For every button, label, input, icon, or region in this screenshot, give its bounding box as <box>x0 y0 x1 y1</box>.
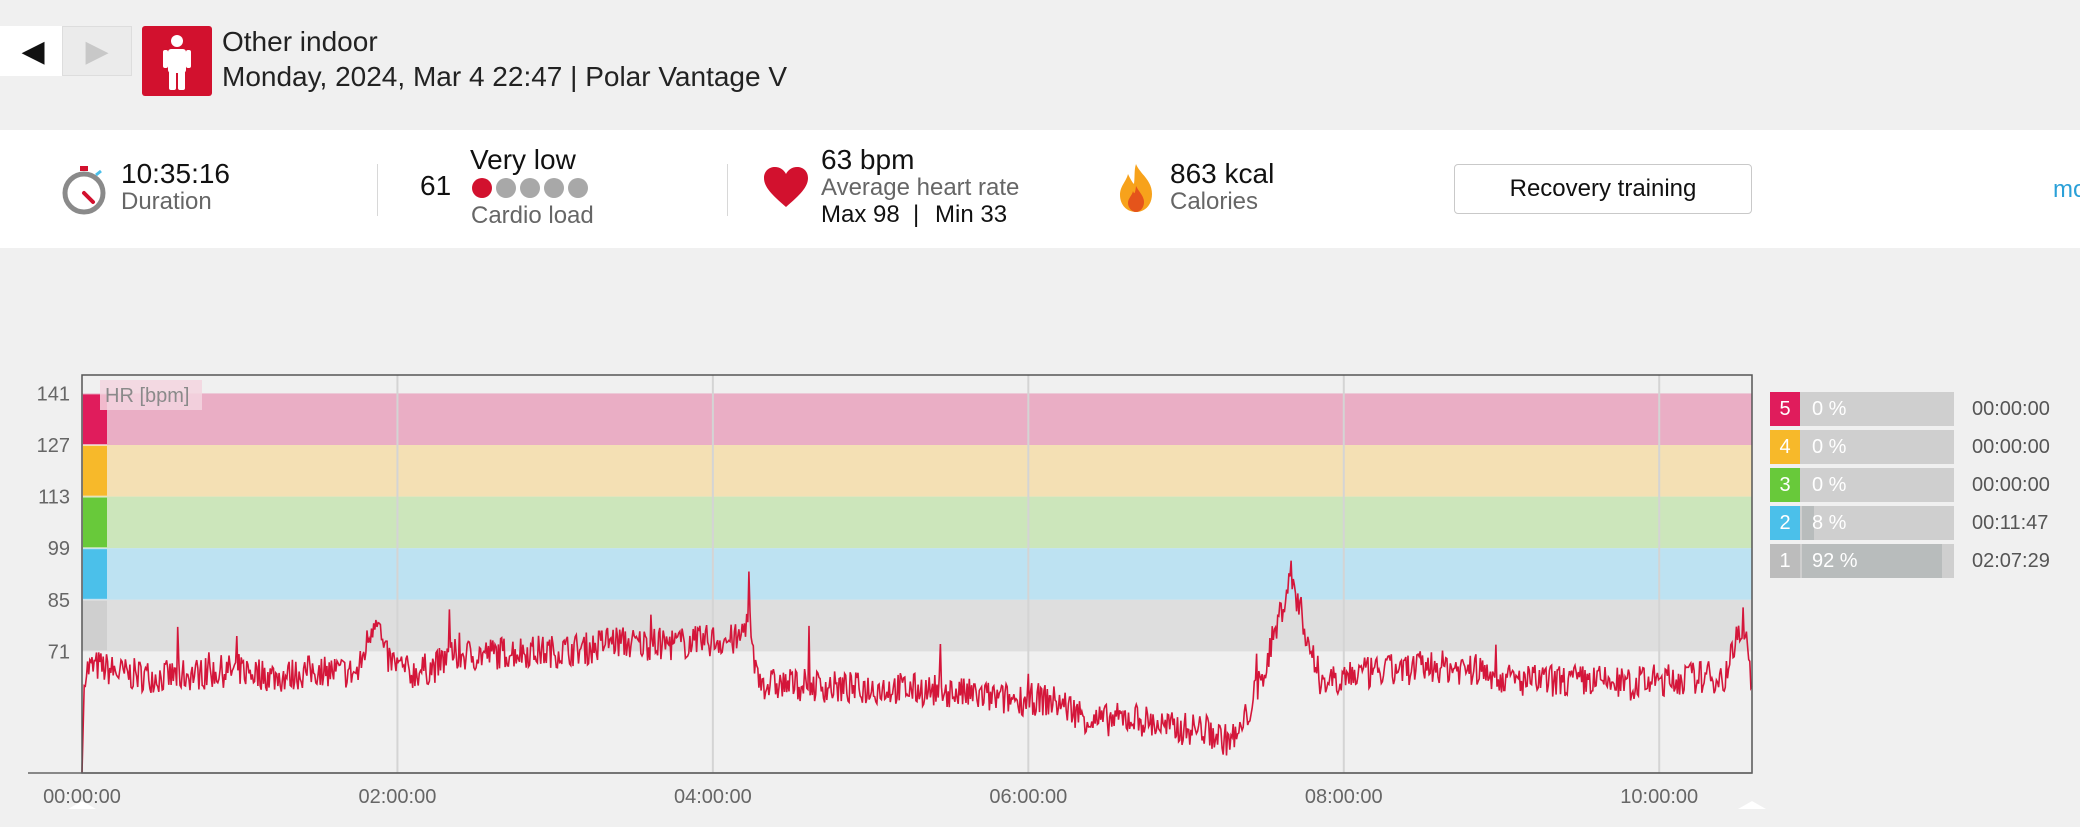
divider <box>377 164 378 216</box>
avg-heart-rate-label: Average heart rate <box>821 174 1020 201</box>
duration-label: Duration <box>121 188 212 215</box>
flame-icon <box>1120 164 1152 212</box>
calories-value: 863 kcal <box>1170 158 1275 189</box>
calories-label: Calories <box>1170 188 1259 215</box>
zone-number: 4 <box>1770 430 1800 464</box>
cardio-load-dot <box>568 178 588 198</box>
zone-percent: 92 % <box>1812 550 1858 572</box>
zone-number: 5 <box>1770 392 1800 426</box>
training-benefit-button[interactable]: Recovery training <box>1454 164 1752 214</box>
more-link[interactable]: mo <box>2053 176 2080 203</box>
x-tick-label: 04:00:00 <box>674 786 752 808</box>
range-handle-left <box>68 801 96 809</box>
sport-title: Other indoor <box>222 26 378 57</box>
x-tick-label: 06:00:00 <box>989 786 1067 808</box>
x-axis-ticks: 00:00:00 02:00:00 04:00:00 06:00:00 08:00:00… <box>43 786 1698 808</box>
zone-band-2 <box>82 548 1752 600</box>
zone-row-1[interactable]: 1 92 % <box>1770 544 1954 578</box>
zone-band-5 <box>82 393 1752 446</box>
zone-marker-4 <box>83 446 107 496</box>
zone-time: 00:11:47 <box>1972 512 2049 534</box>
heart-rate-chart[interactable]: 141 127 113 99 85 71 00:00:00 02:00:00 04:00:00… <box>0 355 2080 827</box>
avg-heart-rate-value: 63 bpm <box>821 144 915 175</box>
next-training-button[interactable]: ▶ <box>62 26 132 76</box>
divider <box>727 164 728 216</box>
zone-row-5[interactable]: 5 0 % <box>1770 392 1954 426</box>
x-tick-label: 02:00:00 <box>359 786 437 808</box>
person-standing-icon <box>142 26 212 96</box>
session-subtitle: Monday, 2024, Mar 4 22:47 | Polar Vantag… <box>222 61 788 92</box>
zone-time: 00:00:00 <box>1972 474 2050 496</box>
stopwatch-icon <box>62 166 106 215</box>
zone-percent: 0 % <box>1812 474 1847 496</box>
chart-title-background <box>100 380 202 410</box>
zone-number: 2 <box>1770 506 1800 540</box>
zone-band-3 <box>82 496 1752 549</box>
summary-strip: 10:35:16 Duration 61 Very low Cardio loa… <box>0 130 2080 248</box>
y-tick-label: 85 <box>48 590 70 612</box>
zone-row-3[interactable]: 3 0 % <box>1770 468 1954 502</box>
cardio-load-label: Cardio load <box>471 202 594 229</box>
chart-axes <box>28 374 1766 809</box>
hr-line <box>81 560 1753 774</box>
zone-band-1 <box>82 599 1752 652</box>
zone-percent: 8 % <box>1812 512 1847 534</box>
zone-percent-bar <box>1802 506 1815 540</box>
zone-marker-2 <box>83 549 107 599</box>
cardio-load-dot <box>520 178 540 198</box>
y-tick-label: 127 <box>37 435 70 457</box>
y-tick-label: 99 <box>48 538 70 560</box>
zone-marker-1 <box>83 600 107 651</box>
chart-title: HR [bpm] <box>105 385 189 407</box>
y-axis-ticks: 141 127 113 99 85 71 <box>37 383 70 663</box>
zone-row-4[interactable]: 4 0 % <box>1770 430 1954 464</box>
cardio-load-dot <box>544 178 564 198</box>
y-tick-label: 71 <box>48 641 70 663</box>
min-heart-rate: Min 33 <box>935 201 1008 228</box>
zone-band-4 <box>82 445 1752 497</box>
range-handle-right <box>1738 801 1766 809</box>
hr-series <box>81 560 1753 774</box>
cardio-load-dot <box>472 178 492 198</box>
chart-grid <box>396 375 1661 773</box>
heart-icon <box>764 167 808 207</box>
x-tick-label: 00:00:00 <box>43 786 121 808</box>
chart-title-box: HR [bpm] <box>100 380 202 410</box>
zone-row-2[interactable]: 2 8 % <box>1770 506 1954 540</box>
zone-bands <box>82 375 1752 773</box>
x-tick-label: 08:00:00 <box>1305 786 1383 808</box>
duration-value: 10:35:16 <box>121 158 230 189</box>
zone-marker-3 <box>83 497 107 548</box>
triangle-right-icon: ▶ <box>85 34 109 68</box>
zone-time: 02:07:29 <box>1972 550 2050 572</box>
zone-percent: 0 % <box>1812 398 1847 420</box>
previous-training-button[interactable]: ◀ <box>0 26 66 76</box>
zone-time: 00:00:00 <box>1972 398 2050 420</box>
hr-separator: | <box>913 201 920 228</box>
zone-percent-bar <box>1802 544 1942 578</box>
triangle-left-icon: ◀ <box>21 34 45 68</box>
cardio-load-value: 61 <box>420 170 452 201</box>
zone-time: 00:00:00 <box>1972 436 2050 458</box>
y-tick-label: 141 <box>37 383 70 405</box>
cardio-load-dot <box>496 178 516 198</box>
max-heart-rate: Max 98 <box>821 201 900 228</box>
zone-number: 3 <box>1770 468 1800 502</box>
cardio-load-level: Very low <box>470 144 576 175</box>
zone-number: 1 <box>1770 544 1800 578</box>
x-tick-label: 10:00:00 <box>1620 786 1698 808</box>
y-tick-label: 113 <box>38 487 70 509</box>
zone-percent: 0 % <box>1812 436 1847 458</box>
